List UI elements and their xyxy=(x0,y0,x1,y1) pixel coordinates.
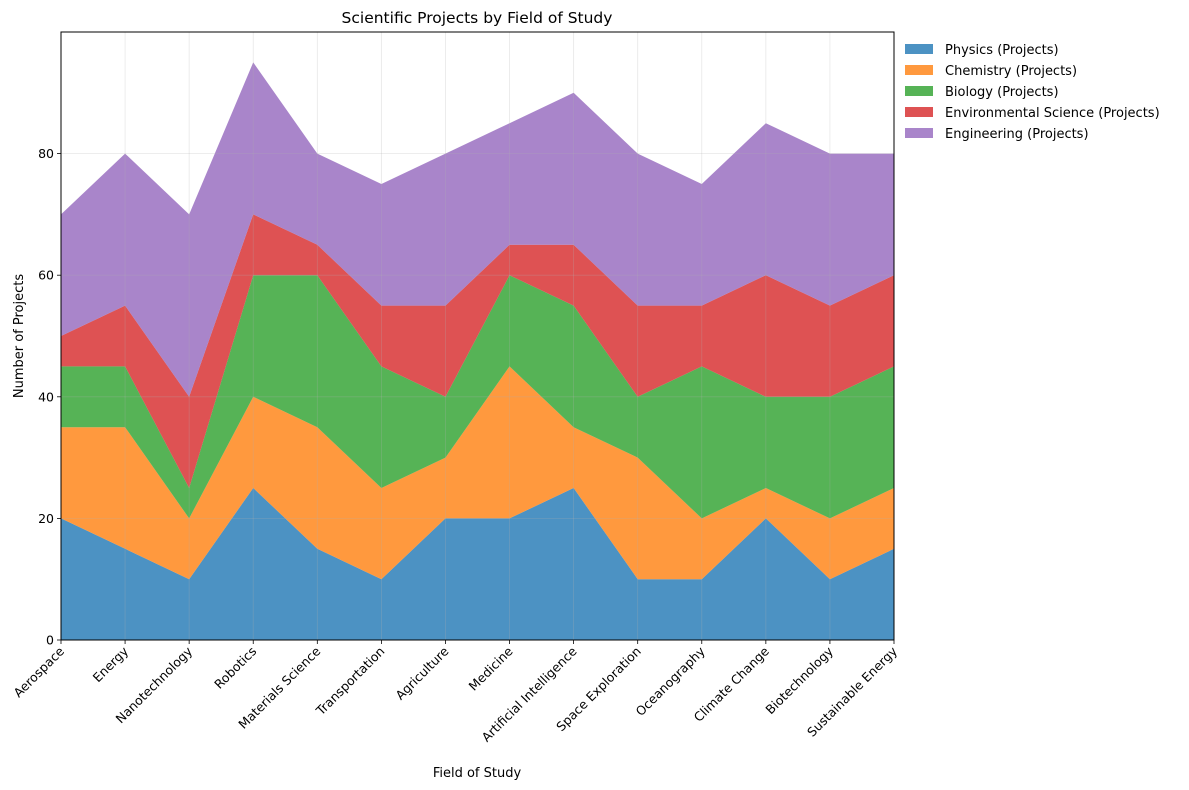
y-tick-label: 20 xyxy=(38,511,54,526)
area-series-1 xyxy=(61,366,894,580)
legend-swatch xyxy=(905,65,933,75)
area-series-3 xyxy=(61,214,894,488)
y-tick-label: 0 xyxy=(46,633,54,648)
plot-frame xyxy=(60,31,895,641)
y-axis-ticks: 0 20 40 60 80 xyxy=(38,146,61,648)
y-tick-label: 40 xyxy=(38,389,54,404)
legend-swatch xyxy=(905,44,933,54)
legend-swatch xyxy=(905,128,933,138)
legend-label: Physics (Projects) xyxy=(945,43,1059,58)
stacked-areas xyxy=(61,62,894,640)
chart-title: Scientific Projects by Field of Study xyxy=(342,9,613,27)
legend-swatch xyxy=(905,107,933,117)
legend-label: Biology (Projects) xyxy=(945,85,1059,100)
area-series-2 xyxy=(61,275,894,519)
y-tick-label: 60 xyxy=(38,268,54,283)
legend-label: Environmental Science (Projects) xyxy=(945,106,1160,121)
y-axis-title: Number of Projects xyxy=(12,274,27,398)
legend: Physics (Projects) Chemistry (Projects) Bi… xyxy=(905,43,1160,142)
legend-swatch xyxy=(905,86,933,96)
legend-label: Chemistry (Projects) xyxy=(945,64,1077,79)
area-series-4 xyxy=(61,62,894,397)
y-tick-label: 80 xyxy=(38,146,54,161)
area-series-0 xyxy=(61,488,894,640)
x-axis-title: Field of Study xyxy=(433,766,522,781)
legend-label: Engineering (Projects) xyxy=(945,127,1089,142)
